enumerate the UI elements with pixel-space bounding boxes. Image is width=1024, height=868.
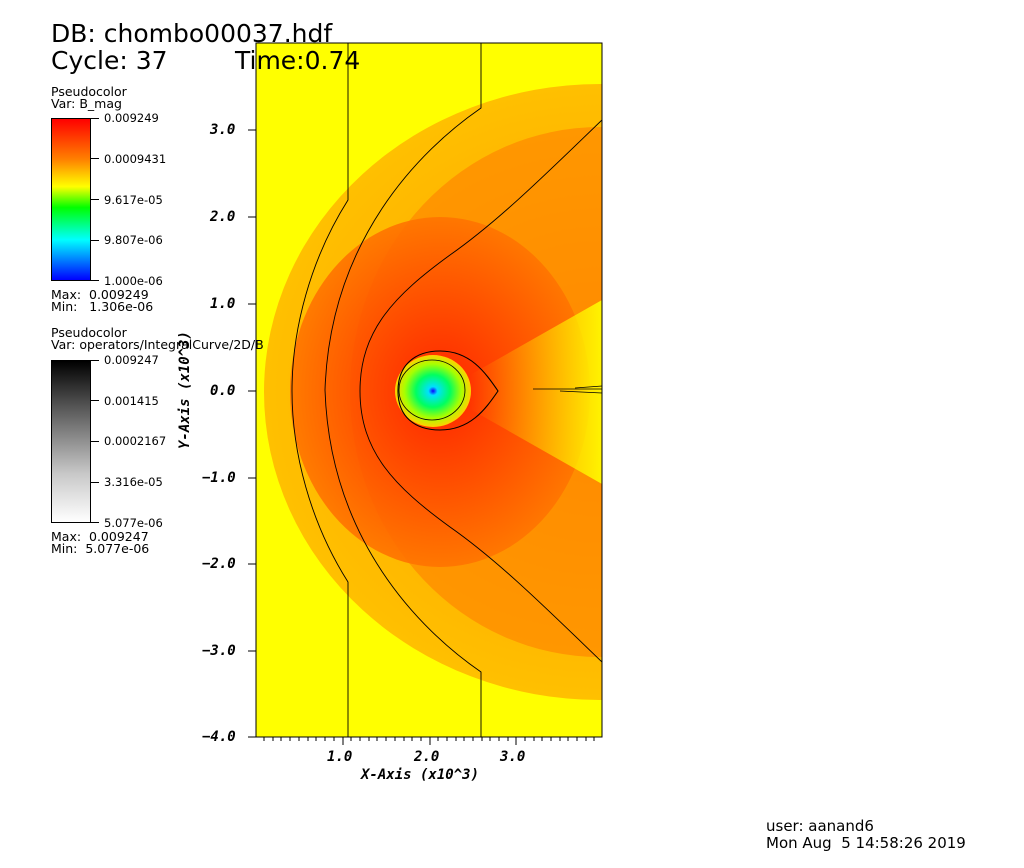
legend-ic-var: Var: operators/IntegralCurve/2D/B bbox=[51, 337, 264, 352]
legend-bmag-tick-label: 0.0009431 bbox=[104, 152, 167, 166]
bfield-wake-region bbox=[470, 300, 602, 484]
x-tick-label: 1.0 bbox=[327, 749, 353, 765]
legend-bmag-tick-label: 0.009249 bbox=[104, 111, 159, 125]
y-tick-label: −4.0 bbox=[202, 729, 236, 745]
time-label: Time:0.74 bbox=[235, 46, 361, 75]
y-tick-label: 3.0 bbox=[210, 122, 236, 138]
legend-bmag-tick-label: 9.807e-06 bbox=[104, 233, 163, 247]
field-line bbox=[291, 43, 349, 737]
field-line-loop bbox=[398, 359, 466, 421]
legend-bmag-tick bbox=[91, 240, 99, 241]
x-tick-label: 2.0 bbox=[414, 749, 440, 765]
y-axis-ticks bbox=[248, 129, 256, 738]
legend-ic-tick bbox=[91, 522, 99, 523]
field-line bbox=[359, 119, 602, 663]
legend-bmag-tick bbox=[91, 158, 99, 159]
user-label: user: aanand6 bbox=[766, 817, 874, 835]
legend-ic-colorbar bbox=[51, 360, 91, 523]
legend-ic-tick-label: 3.316e-05 bbox=[104, 475, 163, 489]
legend-bmag-tick bbox=[91, 118, 99, 119]
legend-ic-tick-label: 0.001415 bbox=[104, 394, 159, 408]
legend-bmag-type: Pseudocolor bbox=[51, 84, 127, 99]
y-tick-label: 2.0 bbox=[210, 209, 236, 225]
legend-ic-tick-label: 0.0002167 bbox=[104, 434, 167, 448]
cycle-label: Cycle: 37 bbox=[51, 46, 168, 75]
y-tick-label: −3.0 bbox=[202, 643, 236, 659]
plot-border bbox=[255, 42, 603, 738]
legend-bmag-var: Var: B_mag bbox=[51, 96, 122, 111]
field-line bbox=[324, 43, 482, 737]
legend-ic-max: Max: 0.009247 bbox=[51, 529, 149, 544]
field-line-wake bbox=[533, 385, 602, 394]
legend-ic-tick-label: 0.009247 bbox=[104, 353, 159, 367]
legend-bmag-min: Min: 1.306e-06 bbox=[51, 299, 154, 314]
x-axis-title: X-Axis (x10^3) bbox=[361, 767, 480, 783]
legend-ic-type: Pseudocolor bbox=[51, 325, 127, 340]
y-tick-label: −2.0 bbox=[202, 556, 236, 572]
legend-bmag-tick-label: 9.617e-05 bbox=[104, 193, 163, 207]
legend-ic-min: Min: 5.077e-06 bbox=[51, 541, 150, 556]
legend-ic-tick bbox=[91, 360, 99, 361]
y-tick-label: 1.0 bbox=[210, 296, 236, 312]
x-tick-label: 3.0 bbox=[500, 749, 526, 765]
legend-bmag-max: Max: 0.009249 bbox=[51, 287, 149, 302]
field-line-loop bbox=[397, 350, 499, 431]
legend-ic-tick bbox=[91, 400, 99, 401]
y-tick-label: 0.0 bbox=[210, 383, 236, 399]
bfield-core bbox=[395, 355, 471, 427]
legend-bmag-tick bbox=[91, 199, 99, 200]
legend-ic-tick bbox=[91, 441, 99, 442]
legend-bmag-colorbar bbox=[51, 118, 91, 281]
x-axis-ticks bbox=[263, 737, 595, 745]
legend-ic-tick bbox=[91, 482, 99, 483]
legend-bmag-tick bbox=[91, 280, 99, 281]
y-tick-label: −1.0 bbox=[202, 470, 236, 486]
timestamp-label: Mon Aug 5 14:58:26 2019 bbox=[766, 834, 966, 852]
plot-field bbox=[256, 43, 602, 737]
database-title: DB: chombo00037.hdf bbox=[51, 19, 333, 48]
legend-ic-tick-label: 5.077e-06 bbox=[104, 516, 163, 530]
legend-bmag-tick-label: 1.000e-06 bbox=[104, 274, 163, 288]
